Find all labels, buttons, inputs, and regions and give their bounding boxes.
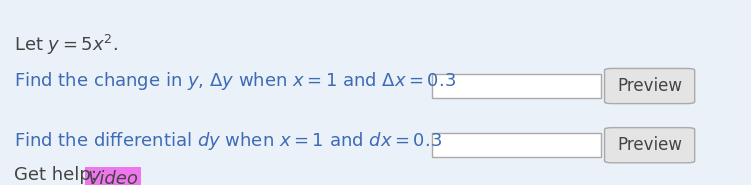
- Text: Find the change in $y$, $\Delta y$ when $x = 1$ and $\Delta x = 0.3$: Find the change in $y$, $\Delta y$ when …: [14, 70, 456, 92]
- FancyBboxPatch shape: [85, 166, 141, 185]
- Text: Get help:: Get help:: [14, 166, 102, 184]
- Text: Let $y = 5x^2$.: Let $y = 5x^2$.: [14, 33, 117, 57]
- FancyBboxPatch shape: [605, 68, 695, 104]
- Text: Preview: Preview: [617, 136, 682, 154]
- Text: Preview: Preview: [617, 77, 682, 95]
- Text: Video: Video: [88, 170, 138, 185]
- FancyBboxPatch shape: [605, 128, 695, 163]
- Text: Find the differential $dy$ when $x = 1$ and $dx = 0.3$: Find the differential $dy$ when $x = 1$ …: [14, 130, 442, 152]
- FancyBboxPatch shape: [432, 74, 601, 98]
- FancyBboxPatch shape: [432, 133, 601, 157]
